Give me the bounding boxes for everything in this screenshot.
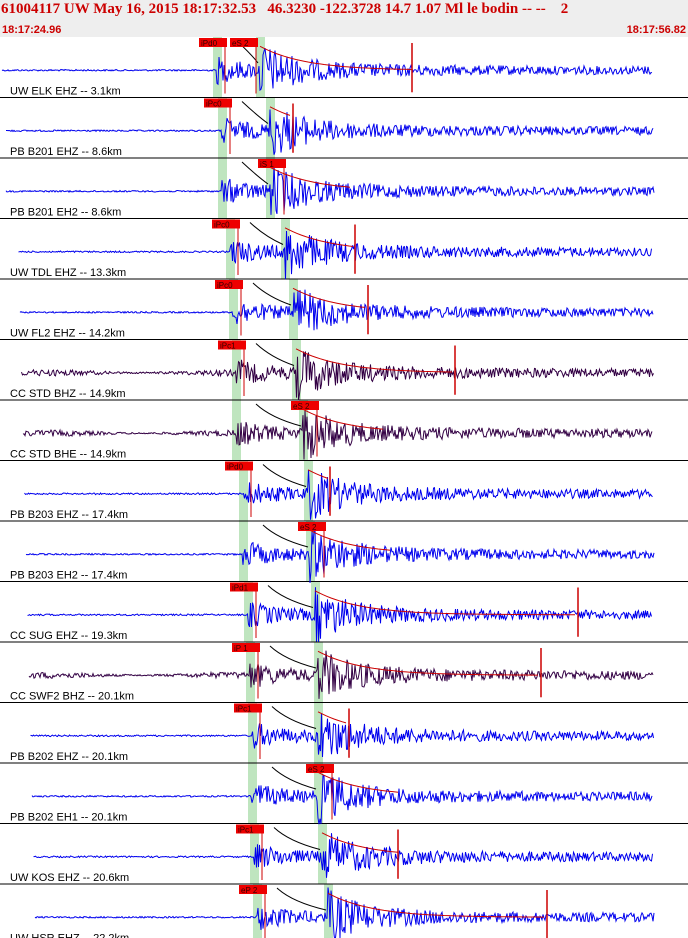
travel-time-curve — [263, 465, 306, 487]
travel-time-curve — [277, 888, 326, 910]
travel-time-curve — [274, 828, 320, 850]
station-label: PB B203 EH2 -- 17.4km — [10, 570, 127, 582]
station-label: PB B201 EHZ -- 8.6km — [10, 146, 122, 158]
station-label: UW KOS EHZ -- 20.6km — [10, 872, 129, 884]
waveform-trace — [35, 888, 654, 938]
coda-envelope — [296, 349, 452, 372]
pick-label: eS 2 — [308, 765, 325, 774]
pick-label: iPc0 — [214, 221, 230, 230]
pick-label: iPc1 — [236, 705, 252, 714]
pick-label: eS 2 — [293, 402, 310, 411]
waveform-trace — [2, 48, 652, 90]
travel-time-curve — [250, 223, 283, 245]
pick-label: iPc1 — [220, 342, 236, 351]
pick-label: eS 2 — [300, 523, 317, 532]
travel-time-curve — [242, 102, 268, 124]
event-title: 61004117 UW May 16, 2015 18:17:32.53 46.… — [1, 1, 568, 18]
station-label: CC STD BHZ -- 14.9km — [10, 388, 126, 400]
station-label: PB B201 EH2 -- 8.6km — [10, 207, 121, 219]
station-label: UW TDL EHZ -- 13.3km — [10, 267, 126, 279]
station-label: CC STD BHE -- 14.9km — [10, 449, 126, 461]
station-label: CC SUG EHZ -- 19.3km — [10, 630, 127, 642]
coda-envelope — [260, 46, 412, 69]
station-label: UW HSR EHZ -- 22.2km — [10, 933, 129, 938]
travel-time-curve — [256, 344, 294, 366]
coda-envelope — [303, 409, 383, 429]
travel-time-curve — [253, 283, 291, 305]
station-label: PB B202 EH1 -- 20.1km — [10, 812, 127, 824]
station-label: CC SWF2 BHZ -- 20.1km — [10, 691, 134, 703]
pick-label: iPc1 — [238, 826, 254, 835]
travel-time-curve — [272, 707, 316, 729]
p-phase-band — [213, 37, 262, 938]
station-label: UW ELK EHZ -- 3.1km — [10, 86, 121, 98]
waveform-trace — [20, 290, 653, 331]
event-header: 61004117 UW May 16, 2015 18:17:32.53 46.… — [0, 0, 688, 37]
start-time: 18:17:24.96 — [2, 24, 61, 36]
station-label: PB B202 EHZ -- 20.1km — [10, 751, 128, 763]
coda-envelope — [293, 288, 365, 307]
pick-label: iPd0 — [201, 39, 218, 48]
pick-label: iP 1 — [234, 644, 248, 653]
travel-time-curve — [268, 586, 313, 608]
coda-envelope — [285, 228, 353, 247]
pick-label: iPc0 — [217, 281, 233, 290]
station-label: UW FL2 EHZ -- 14.2km — [10, 328, 125, 340]
pick-label: iPd0 — [227, 463, 244, 472]
pick-label: iS 1 — [260, 160, 274, 169]
pick-label: iPc0 — [206, 100, 222, 109]
pick-label: eS 2 — [232, 39, 249, 48]
seismogram-panel: iPd0 eS 2 UW ELK EHZ -- 3.1km iPc0 PB B201 E… — [0, 37, 688, 938]
pick-label: iPd1 — [232, 584, 249, 593]
station-label: PB B203 EHZ -- 17.4km — [10, 509, 128, 521]
travel-time-curve — [270, 646, 316, 668]
end-time: 18:17:56.82 — [627, 24, 686, 36]
pick-label: eP 2 — [241, 886, 258, 895]
